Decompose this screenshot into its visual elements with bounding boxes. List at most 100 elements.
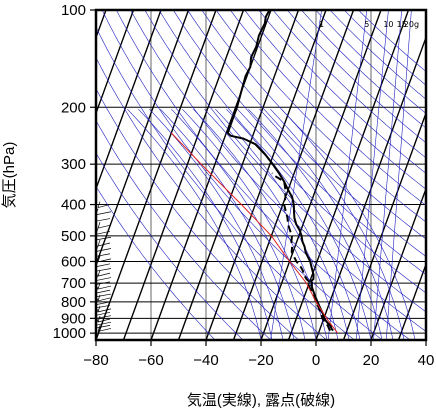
- dry-adiabat-line: [215, 10, 426, 223]
- y-tick-label: 600: [61, 253, 86, 270]
- wind-barb: [97, 318, 111, 323]
- isotherm-line: [205, 10, 327, 340]
- dry-adiabat-line: [286, 10, 426, 144]
- wind-barb: [97, 270, 101, 277]
- moist-adiabat-line: [171, 108, 306, 340]
- dry-adiabat-line: [144, 10, 426, 313]
- moist-adiabat-line: [237, 108, 372, 340]
- wind-barb: [96, 277, 112, 281]
- wind-barb: [97, 308, 112, 313]
- wind-barb: [97, 204, 111, 208]
- moist-adiabat-line: [138, 108, 273, 340]
- moist-adiabat-line: [259, 108, 394, 340]
- mixing-ratio-label: 20g: [404, 20, 419, 29]
- isotherm-line: [315, 35, 426, 340]
- dewpoint-profile-line: [271, 172, 332, 332]
- x-tick-label: −60: [138, 352, 163, 369]
- isotherm-line: [96, 10, 217, 340]
- y-tick-label: 400: [61, 197, 86, 214]
- dry-adiabat-line: [173, 10, 426, 275]
- isotherm-line: [425, 337, 426, 340]
- moist-adiabat-line: [160, 108, 295, 340]
- x-axis-title: 気温(実線), 露点(破線): [187, 392, 335, 409]
- dry-adiabat-line: [96, 185, 216, 340]
- y-tick-label: 900: [61, 310, 86, 327]
- isotherm-line: [397, 262, 426, 340]
- wind-barb: [96, 289, 111, 294]
- x-tick-label: 20: [363, 352, 380, 369]
- axis-ticks: [90, 9, 427, 346]
- wind-barb: [96, 230, 111, 235]
- isotherm-line: [96, 10, 190, 267]
- mixing-ratio-label: 1: [319, 20, 324, 29]
- dry-adiabat-line: [158, 10, 426, 294]
- isotherm-line: [370, 186, 426, 340]
- isotherm-line: [232, 10, 355, 340]
- wind-barb: [97, 297, 111, 302]
- y-axis-title: 気圧(hPa): [1, 142, 18, 209]
- dry-adiabat-line: [315, 10, 426, 114]
- x-tick-label: 40: [418, 352, 435, 369]
- isotherm-line: [122, 10, 245, 340]
- dry-adiabat-line: [244, 10, 426, 190]
- dry-adiabat-line: [201, 10, 426, 240]
- wind-barb: [96, 321, 112, 326]
- moist-adiabat-line: [204, 108, 339, 340]
- isotherm-line: [177, 10, 300, 340]
- isotherm-line: [96, 10, 162, 191]
- isotherm-line: [342, 111, 426, 340]
- mixing-ratio-line: [385, 10, 412, 340]
- moist-adiabat-line: [149, 108, 284, 340]
- wind-barb: [97, 239, 101, 247]
- dry-adiabat-line: [229, 10, 426, 206]
- mixing-ratio-line: [355, 10, 389, 340]
- mixing-ratio-label: 10: [383, 20, 393, 29]
- reference-profile-line: [170, 132, 339, 334]
- moist-adiabat-line: [215, 108, 350, 340]
- moist-adiabat-line: [281, 108, 416, 340]
- x-tick-label: −40: [193, 352, 218, 369]
- dry-adiabat-line: [358, 10, 426, 73]
- wind-barb: [97, 328, 112, 332]
- wind-barb: [97, 294, 101, 302]
- dry-adiabat-line: [343, 10, 426, 86]
- dry-adiabat-line: [301, 10, 426, 129]
- moist-adiabat-line: [127, 108, 262, 340]
- wind-barb: [97, 272, 111, 277]
- wind-barb: [97, 305, 101, 312]
- isotherm-line: [260, 10, 382, 340]
- y-tick-label: 100: [61, 2, 86, 19]
- wind-barb: [96, 301, 112, 306]
- y-tick-label: 800: [61, 294, 86, 311]
- moist-adiabat-line: [182, 108, 317, 340]
- wind-barb: [97, 282, 101, 290]
- y-tick-label: 500: [61, 228, 86, 245]
- mixing-ratio-line: [327, 10, 368, 340]
- y-tick-label: 200: [61, 99, 86, 116]
- dry-adiabat-line: [130, 10, 426, 332]
- temperature-profile-line: [226, 10, 334, 332]
- x-tick-label: −20: [248, 352, 273, 369]
- isotherm-line: [96, 10, 135, 116]
- wind-barb: [97, 242, 111, 247]
- dry-adiabat-line: [96, 57, 327, 340]
- wind-barb: [96, 263, 111, 268]
- plot-area: [96, 10, 426, 340]
- mixing-ratio-line: [270, 10, 322, 340]
- wind-barb: [97, 285, 112, 290]
- mixing-ratio-line: [373, 10, 403, 340]
- wind-barb: [96, 248, 112, 252]
- y-tick-label: 300: [61, 156, 86, 173]
- wind-barb: [97, 255, 101, 262]
- dry-adiabat-line: [187, 10, 426, 257]
- tick-labels: −80 −60 −40 −20 0 20 40 100 200 300 400 500 600 700 80…: [53, 2, 435, 369]
- dry-adiabat-line: [96, 88, 299, 340]
- wind-barb: [96, 311, 111, 316]
- mixing-ratio-label: 15: [397, 20, 407, 29]
- dry-adiabat-line: [96, 119, 272, 340]
- dry-adiabat-line: [272, 10, 426, 159]
- wind-barb: [96, 211, 112, 216]
- wind-barb: [97, 258, 112, 263]
- x-tick-label: −80: [83, 352, 108, 369]
